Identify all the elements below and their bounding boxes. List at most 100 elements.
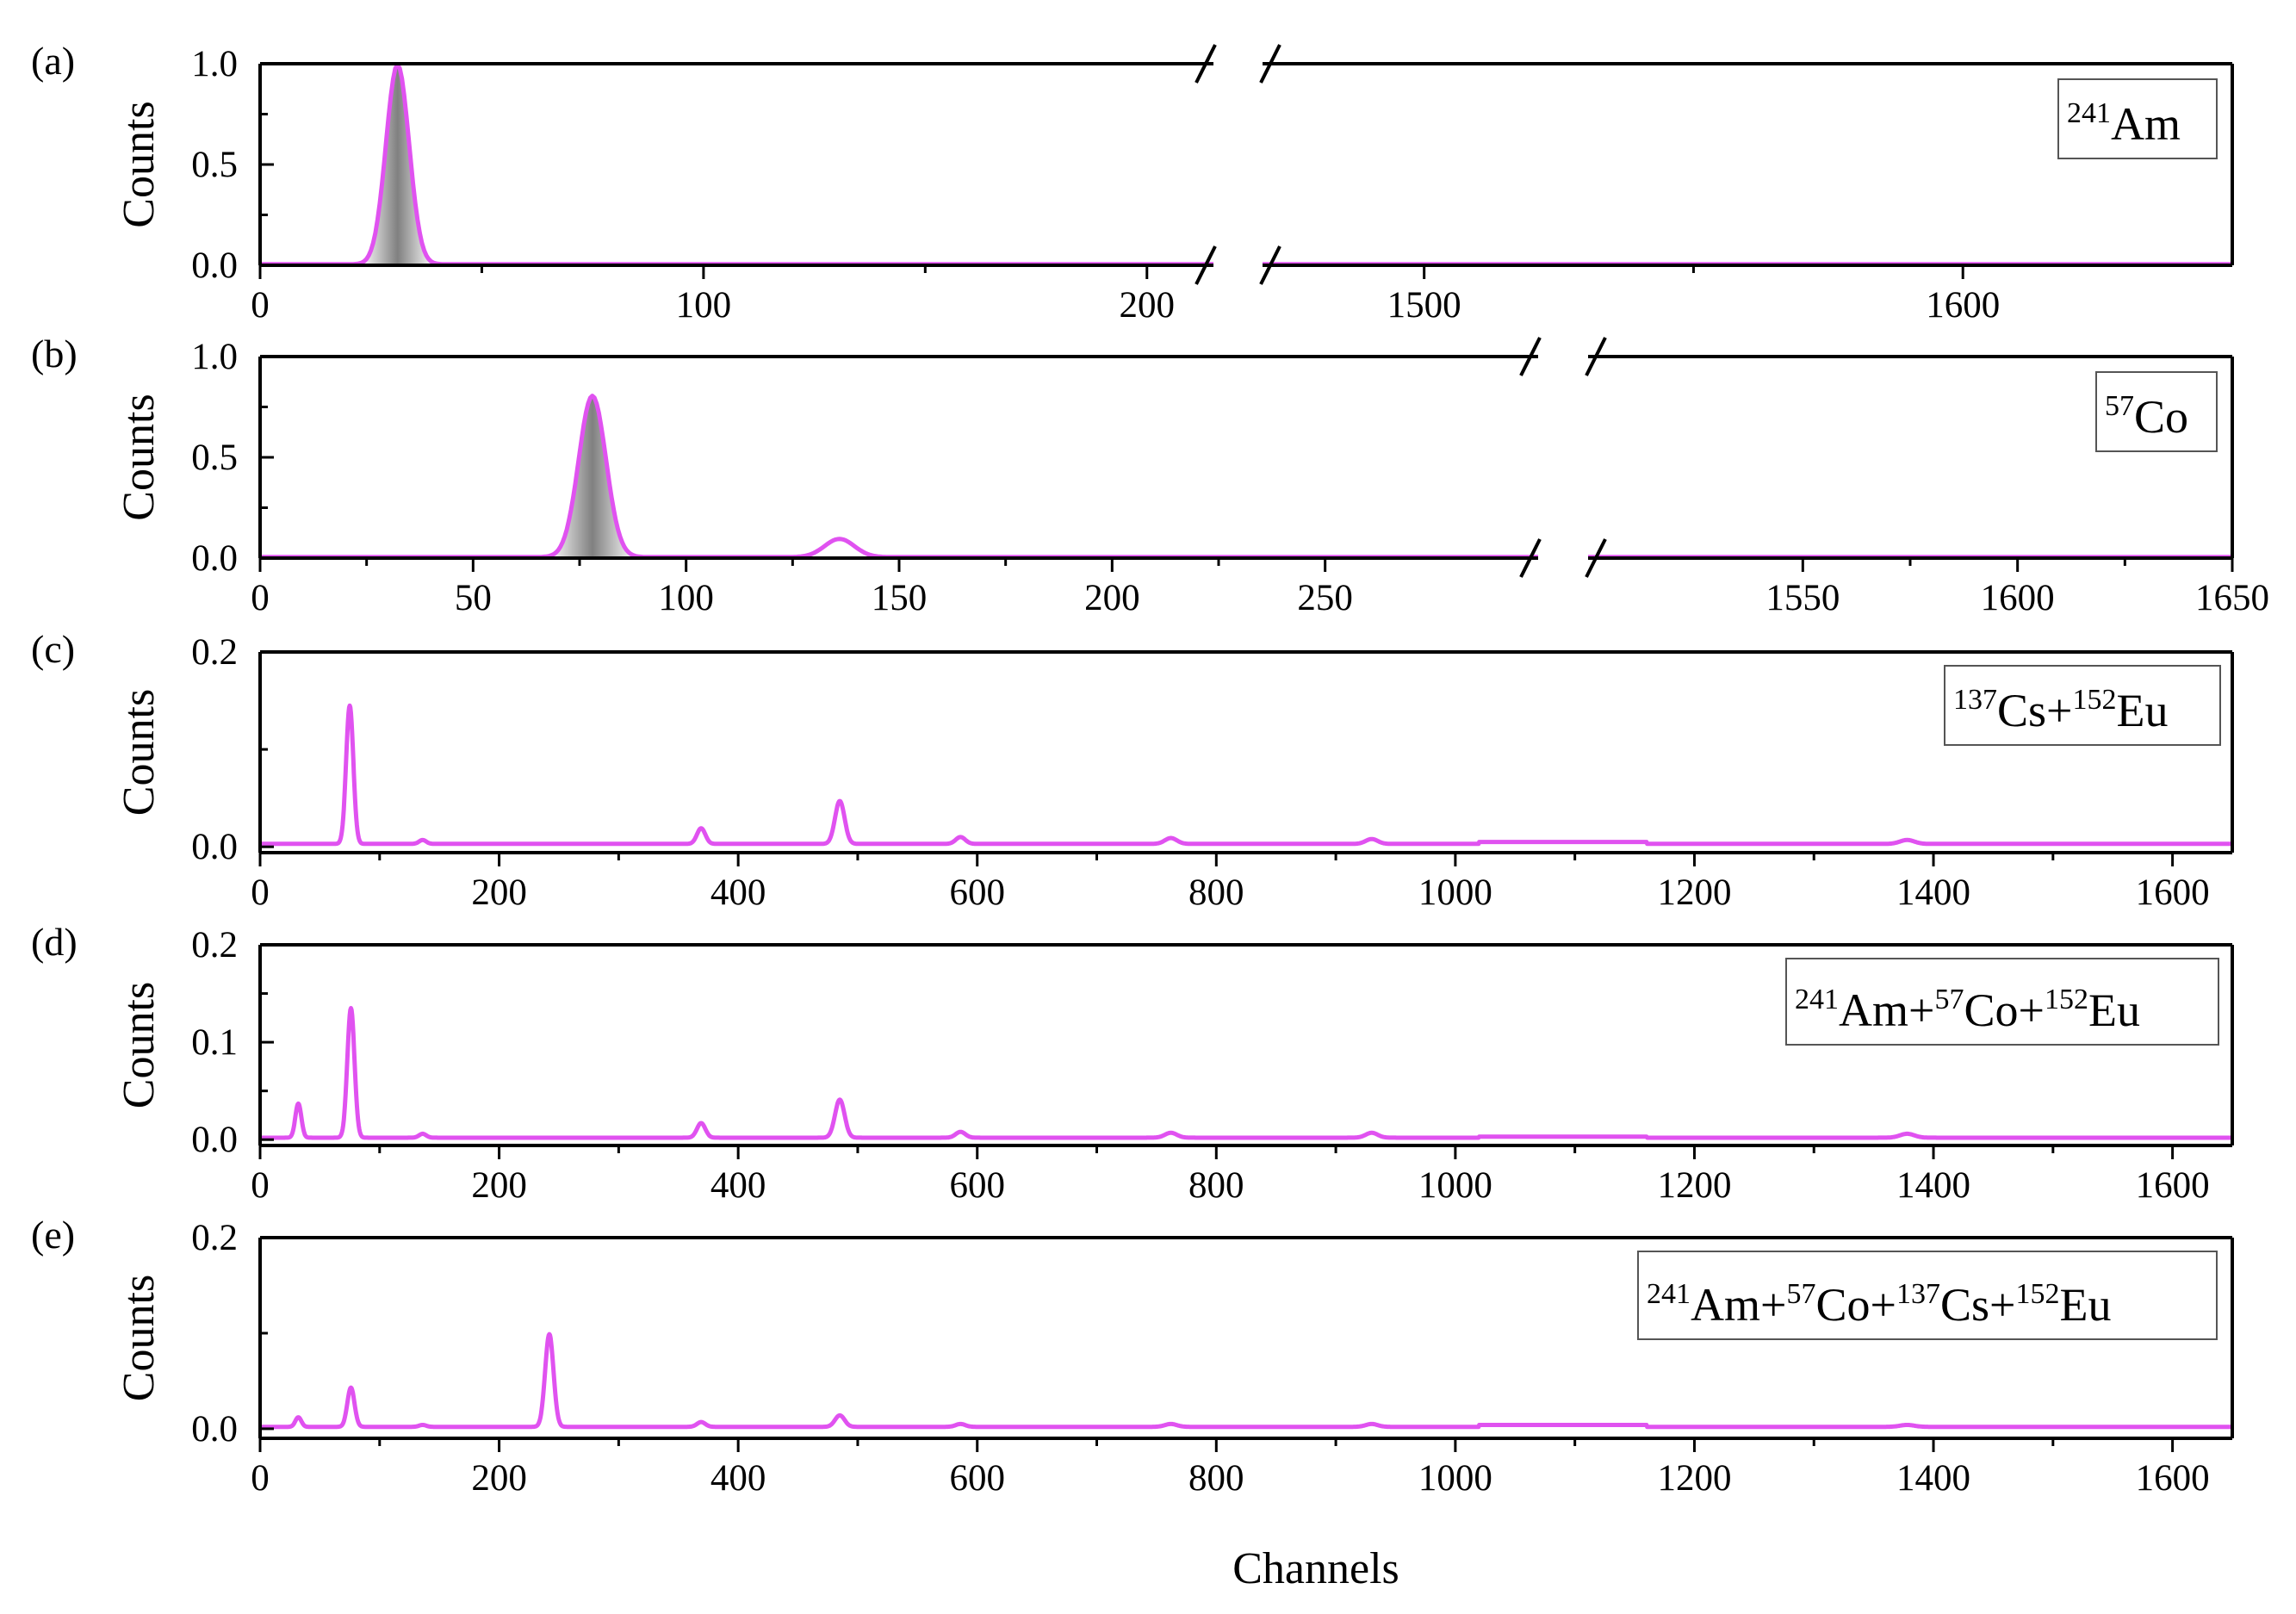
y-axis-title: Counts (115, 1275, 164, 1401)
x-tick-label: 1500 (1387, 285, 1461, 326)
y-tick-label: 0.5 (191, 145, 238, 185)
peak-fill (549, 395, 636, 557)
panel-b: 0.0 0.5 1.0 0 50 100 150 200 250 1550 1600 1650 Coun… (31, 332, 2269, 618)
y-tick-label: 0.0 (191, 1409, 238, 1449)
isotope-symbol: Co+ (1964, 984, 2044, 1036)
legend-entry: 137Cs+152Eu (1953, 684, 2169, 736)
x-tick-label: 0 (251, 578, 270, 618)
x-tick-label: 0 (251, 872, 270, 913)
peak-fill (360, 65, 435, 264)
axis-break-mark (1195, 245, 1217, 285)
legend-box (2057, 78, 2218, 159)
panel-e: 0.0 0.2 0 200 400 600 800 1000 1200 1400 1600 Count… (31, 1213, 2234, 1499)
legend-box (1785, 958, 2219, 1046)
x-tick-label: 200 (1120, 285, 1176, 326)
x-tick-label: 800 (1188, 1165, 1244, 1206)
legend-box (1637, 1251, 2218, 1340)
panel-label: (c) (31, 627, 75, 671)
isotope-symbol: Eu (2117, 685, 2169, 736)
y-axis-title: Counts (115, 689, 164, 816)
x-tick-label: 200 (471, 872, 527, 913)
isotope-mass-number: 57 (1934, 984, 1964, 1015)
x-tick-label: 600 (949, 872, 1005, 913)
axis-break-mark (1519, 337, 1542, 376)
y-tick-label: 0.0 (191, 538, 238, 579)
x-tick-label: 1200 (1657, 1165, 1731, 1206)
x-tick-label: 400 (711, 1165, 766, 1206)
panel-label: (d) (31, 920, 78, 964)
isotope-symbol: Cs+ (1997, 685, 2073, 736)
panel-label: (b) (31, 332, 78, 376)
x-tick-label: 0 (251, 1165, 270, 1206)
axis-break-mark (1195, 44, 1217, 84)
y-axis-title: Counts (115, 101, 164, 227)
y-tick-label: 0.2 (191, 925, 238, 965)
isotope-symbol: Co (2134, 391, 2188, 443)
x-tick-label: 100 (676, 285, 732, 326)
x-tick-label: 1550 (1765, 578, 1840, 618)
isotope-symbol: Cs+ (1940, 1279, 2016, 1331)
x-tick-label: 50 (455, 578, 492, 618)
legend-box (1944, 665, 2221, 746)
x-tick-label: 1600 (2136, 872, 2210, 913)
x-tick-label: 200 (1084, 578, 1140, 618)
panel-label: (e) (31, 1213, 75, 1257)
panel-c: 0.0 0.2 0 200 400 600 800 1000 1200 1400 1600 Count… (31, 627, 2234, 913)
x-tick-label: 1600 (2136, 1458, 2210, 1499)
x-tick-label: 200 (471, 1458, 527, 1499)
x-tick-label: 400 (711, 872, 766, 913)
isotope-symbol: Am+ (1839, 984, 1934, 1036)
axis-break-mark (1519, 538, 1542, 578)
y-tick-label: 0.0 (191, 245, 238, 286)
y-tick-label: 0.0 (191, 1120, 238, 1160)
x-tick-label: 0 (251, 1458, 270, 1499)
x-tick-label: 1000 (1418, 1165, 1492, 1206)
x-tick-label: 200 (471, 1165, 527, 1206)
x-tick-label: 1400 (1896, 1458, 1970, 1499)
axis-break-mark (1585, 538, 1607, 578)
isotope-mass-number: 152 (2045, 984, 2088, 1015)
y-tick-label: 1.0 (191, 337, 238, 377)
x-axis-title: Channels (1232, 1544, 1399, 1593)
x-tick-label: 1600 (2136, 1165, 2210, 1206)
panel-label: (a) (31, 39, 75, 83)
legend-entry: 241Am (2067, 97, 2181, 150)
isotope-mass-number: 241 (1795, 984, 1839, 1015)
series-line (258, 703, 2234, 847)
legend-box (2095, 371, 2218, 452)
x-tick-label: 1400 (1896, 872, 1970, 913)
x-tick-label: 600 (949, 1458, 1005, 1499)
legend-entry: 241Am+57Co+152Eu (1795, 984, 2140, 1036)
x-tick-label: 250 (1297, 578, 1353, 618)
axis-break-mark (1259, 245, 1281, 285)
series-line (258, 1332, 2234, 1430)
isotope-mass-number: 57 (1786, 1278, 1815, 1310)
x-tick-label: 1600 (1926, 285, 2000, 326)
isotope-mass-number: 152 (2015, 1278, 2059, 1310)
isotope-symbol: Eu (2059, 1279, 2111, 1331)
isotope-mass-number: 241 (1647, 1278, 1691, 1310)
y-tick-label: 0.5 (191, 438, 238, 478)
series-line (260, 394, 1538, 560)
isotope-symbol: Co+ (1815, 1279, 1896, 1331)
isotope-symbol: Am (2111, 98, 2181, 150)
isotope-mass-number: 137 (1953, 684, 1997, 716)
x-tick-label: 1650 (2195, 578, 2269, 618)
y-tick-label: 0.0 (191, 827, 238, 867)
x-tick-label: 100 (658, 578, 714, 618)
isotope-mass-number: 57 (2105, 390, 2134, 422)
isotope-symbol: Eu (2088, 984, 2140, 1036)
y-tick-label: 1.0 (191, 44, 238, 84)
x-tick-label: 0 (251, 285, 270, 326)
x-tick-label: 400 (711, 1458, 766, 1499)
x-tick-label: 1200 (1657, 872, 1731, 913)
isotope-mass-number: 152 (2073, 684, 2117, 716)
legend-entry: 241Am+57Co+137Cs+152Eu (1647, 1278, 2111, 1331)
y-tick-label: 0.1 (191, 1022, 238, 1063)
isotope-symbol: Am+ (1691, 1279, 1786, 1331)
axis-break-mark (1585, 337, 1607, 376)
series-line (258, 1006, 2234, 1140)
x-tick-label: 150 (872, 578, 928, 618)
x-tick-label: 1000 (1418, 872, 1492, 913)
